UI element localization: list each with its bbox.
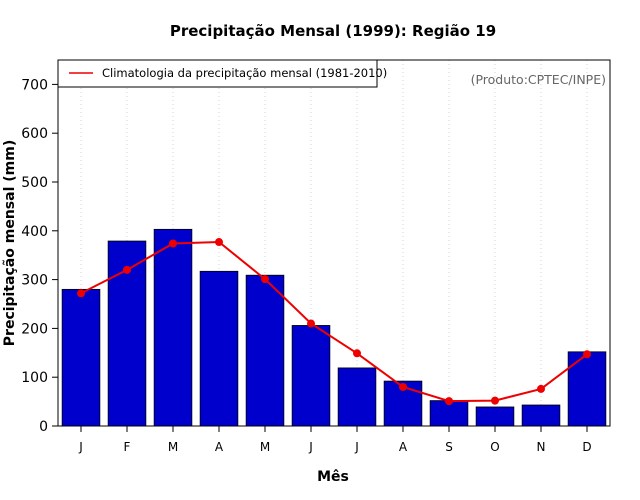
x-tick-label: M — [260, 440, 270, 454]
x-tick-label: O — [490, 440, 499, 454]
chart-title: Precipitação Mensal (1999): Região 19 — [170, 22, 496, 40]
bar-5 — [291, 325, 331, 427]
x-tick-label: S — [445, 440, 453, 454]
x-tick-label: F — [124, 440, 131, 454]
y-axis-label: Precipitação mensal (mm) — [2, 140, 18, 346]
climatology-point-0 — [77, 289, 85, 298]
climatology-point-4 — [261, 275, 269, 284]
climatology-point-1 — [123, 265, 131, 274]
bar-7 — [383, 380, 423, 427]
x-tick-label: M — [168, 440, 178, 454]
y-tick-label: 0 — [39, 419, 48, 435]
bar-3 — [199, 270, 239, 427]
bar-10 — [521, 404, 561, 427]
y-tick-label: 400 — [21, 224, 48, 240]
x-tick-label: A — [399, 440, 408, 454]
legend-box — [57, 59, 378, 88]
climatology-point-3 — [215, 238, 223, 247]
bar-6 — [337, 367, 377, 427]
climatology-point-2 — [169, 239, 177, 248]
bar-0 — [61, 288, 101, 427]
product-annotation: (Produto:CPTEC/INPE) — [471, 72, 606, 87]
climatology-point-5 — [307, 319, 315, 328]
x-tick-label: J — [354, 440, 359, 454]
y-tick-label: 600 — [21, 126, 48, 142]
climatology-line — [80, 241, 588, 403]
legend: Climatologia da precipitação mensal (198… — [57, 59, 387, 88]
climatology-point-8 — [445, 397, 453, 406]
axes: 0 100 200 300 400 500 600 700 J F M A M J J A S O N D — [21, 77, 591, 454]
climatology-point-6 — [353, 349, 361, 358]
climatology-line-series — [77, 238, 591, 406]
bar-9 — [475, 406, 515, 427]
bar-4 — [245, 274, 285, 427]
y-tick-label: 100 — [21, 370, 48, 386]
x-tick-label: N — [537, 440, 546, 454]
x-axis-label: Mês — [317, 469, 349, 485]
bar-series — [61, 228, 607, 427]
y-tick-label: 500 — [21, 175, 48, 191]
y-tick-label: 700 — [21, 77, 48, 93]
y-tick-label: 200 — [21, 321, 48, 337]
climatology-point-9 — [491, 396, 499, 405]
climatology-point-10 — [537, 384, 545, 393]
x-tick-label: J — [308, 440, 313, 454]
x-tick-label: J — [78, 440, 83, 454]
bar-2 — [153, 228, 193, 427]
x-tick-label: D — [582, 440, 591, 454]
x-tick-label: A — [215, 440, 224, 454]
legend-entry-climatology: Climatologia da precipitação mensal (198… — [102, 66, 387, 80]
y-tick-label: 300 — [21, 273, 48, 289]
climatology-point-11 — [583, 350, 591, 359]
climatology-point-7 — [399, 382, 407, 391]
bar-11 — [567, 351, 607, 427]
